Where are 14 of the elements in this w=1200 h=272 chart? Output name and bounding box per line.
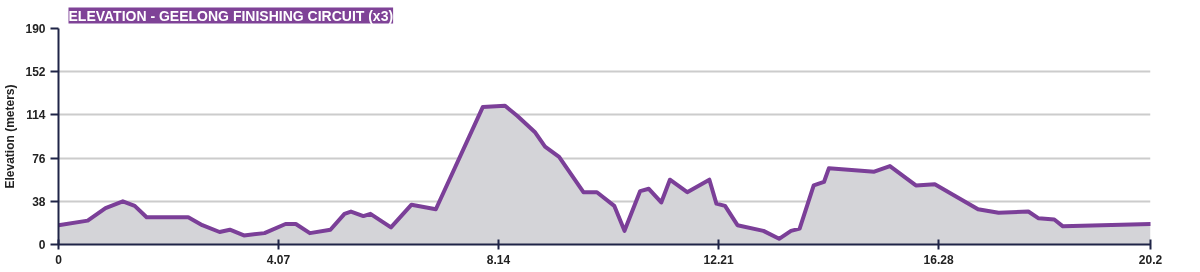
y-tick-label: 0 (38, 238, 46, 252)
x-tick-label: 4.07 (266, 252, 291, 267)
x-tick-label: 12.21 (703, 252, 734, 267)
chart-title: ELEVATION - GEELONG FINISHING CIRCUIT (x3) (68, 7, 394, 24)
x-tick-label: 20.2 (1138, 252, 1163, 267)
x-tick-label: 8.14 (486, 252, 511, 267)
y-axis-title: Elevation (meters) (3, 84, 18, 189)
y-tick-label: 114 (26, 108, 46, 123)
y-tick-label: 152 (25, 65, 46, 80)
x-tick-label: 0 (55, 252, 63, 267)
x-tick-label: 16.28 (923, 252, 954, 267)
y-tick-label: 190 (25, 22, 46, 36)
y-tick-label: 38 (32, 194, 46, 209)
y-tick-label: 76 (32, 151, 46, 166)
